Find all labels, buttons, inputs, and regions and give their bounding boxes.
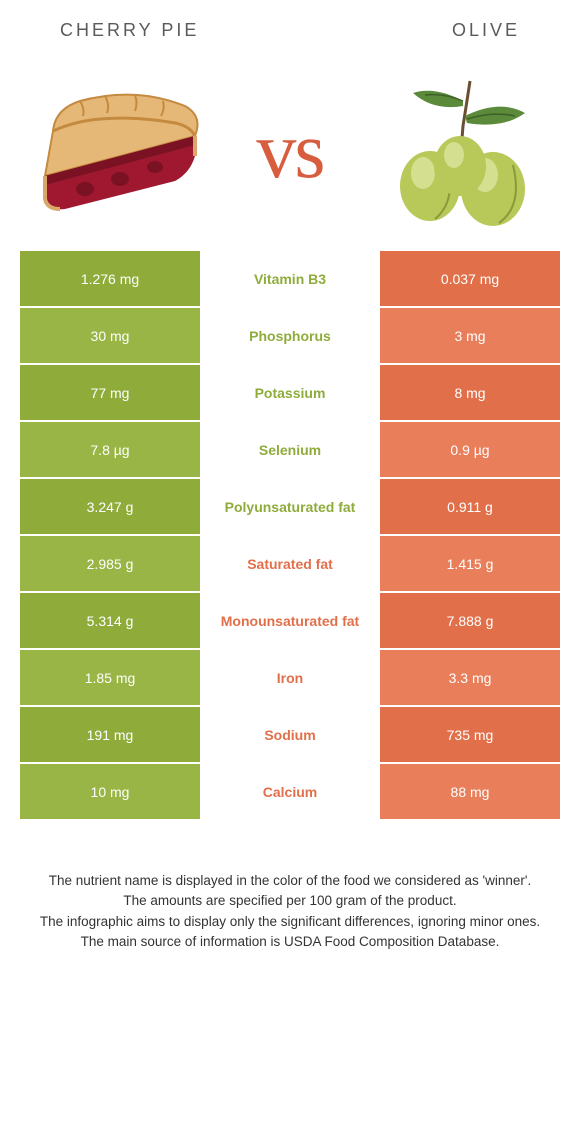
nutrient-name: Monounsaturated fat (200, 593, 380, 648)
olive-icon (375, 71, 545, 231)
right-value: 3.3 mg (380, 650, 560, 705)
footnote-line: The infographic aims to display only the… (35, 912, 545, 932)
left-value: 10 mg (20, 764, 200, 819)
right-food-title: OLIVE (452, 20, 520, 41)
left-value: 3.247 g (20, 479, 200, 534)
left-value: 5.314 g (20, 593, 200, 648)
left-value: 30 mg (20, 308, 200, 363)
hero-row: vs (0, 51, 580, 251)
cherry-pie-image (30, 71, 210, 231)
table-row: 1.85 mgIron3.3 mg (20, 650, 560, 705)
table-row: 7.8 µgSelenium0.9 µg (20, 422, 560, 477)
left-value: 1.85 mg (20, 650, 200, 705)
footnote: The nutrient name is displayed in the co… (0, 821, 580, 952)
olive-image (370, 71, 550, 231)
right-value: 3 mg (380, 308, 560, 363)
nutrient-name: Potassium (200, 365, 380, 420)
vs-label: vs (256, 106, 323, 197)
nutrient-name: Sodium (200, 707, 380, 762)
left-value: 77 mg (20, 365, 200, 420)
header: CHERRY PIE OLIVE (0, 0, 580, 51)
nutrient-name: Phosphorus (200, 308, 380, 363)
nutrient-name: Polyunsaturated fat (200, 479, 380, 534)
right-value: 0.9 µg (380, 422, 560, 477)
right-value: 8 mg (380, 365, 560, 420)
right-value: 1.415 g (380, 536, 560, 591)
right-value: 0.911 g (380, 479, 560, 534)
nutrient-name: Saturated fat (200, 536, 380, 591)
left-value: 2.985 g (20, 536, 200, 591)
footnote-line: The main source of information is USDA F… (35, 932, 545, 952)
nutrient-name: Selenium (200, 422, 380, 477)
table-row: 3.247 gPolyunsaturated fat0.911 g (20, 479, 560, 534)
footnote-line: The nutrient name is displayed in the co… (35, 871, 545, 891)
nutrient-name: Calcium (200, 764, 380, 819)
table-row: 1.276 mgVitamin B30.037 mg (20, 251, 560, 306)
footnote-line: The amounts are specified per 100 gram o… (35, 891, 545, 911)
left-food-title: CHERRY PIE (60, 20, 199, 41)
left-value: 7.8 µg (20, 422, 200, 477)
table-row: 10 mgCalcium88 mg (20, 764, 560, 819)
table-row: 77 mgPotassium8 mg (20, 365, 560, 420)
right-value: 0.037 mg (380, 251, 560, 306)
table-row: 5.314 gMonounsaturated fat7.888 g (20, 593, 560, 648)
nutrient-table: 1.276 mgVitamin B30.037 mg30 mgPhosphoru… (0, 251, 580, 819)
nutrient-name: Iron (200, 650, 380, 705)
table-row: 30 mgPhosphorus3 mg (20, 308, 560, 363)
right-value: 88 mg (380, 764, 560, 819)
pie-icon (35, 81, 205, 221)
nutrient-name: Vitamin B3 (200, 251, 380, 306)
right-value: 7.888 g (380, 593, 560, 648)
left-value: 191 mg (20, 707, 200, 762)
table-row: 191 mgSodium735 mg (20, 707, 560, 762)
right-value: 735 mg (380, 707, 560, 762)
left-value: 1.276 mg (20, 251, 200, 306)
table-row: 2.985 gSaturated fat1.415 g (20, 536, 560, 591)
